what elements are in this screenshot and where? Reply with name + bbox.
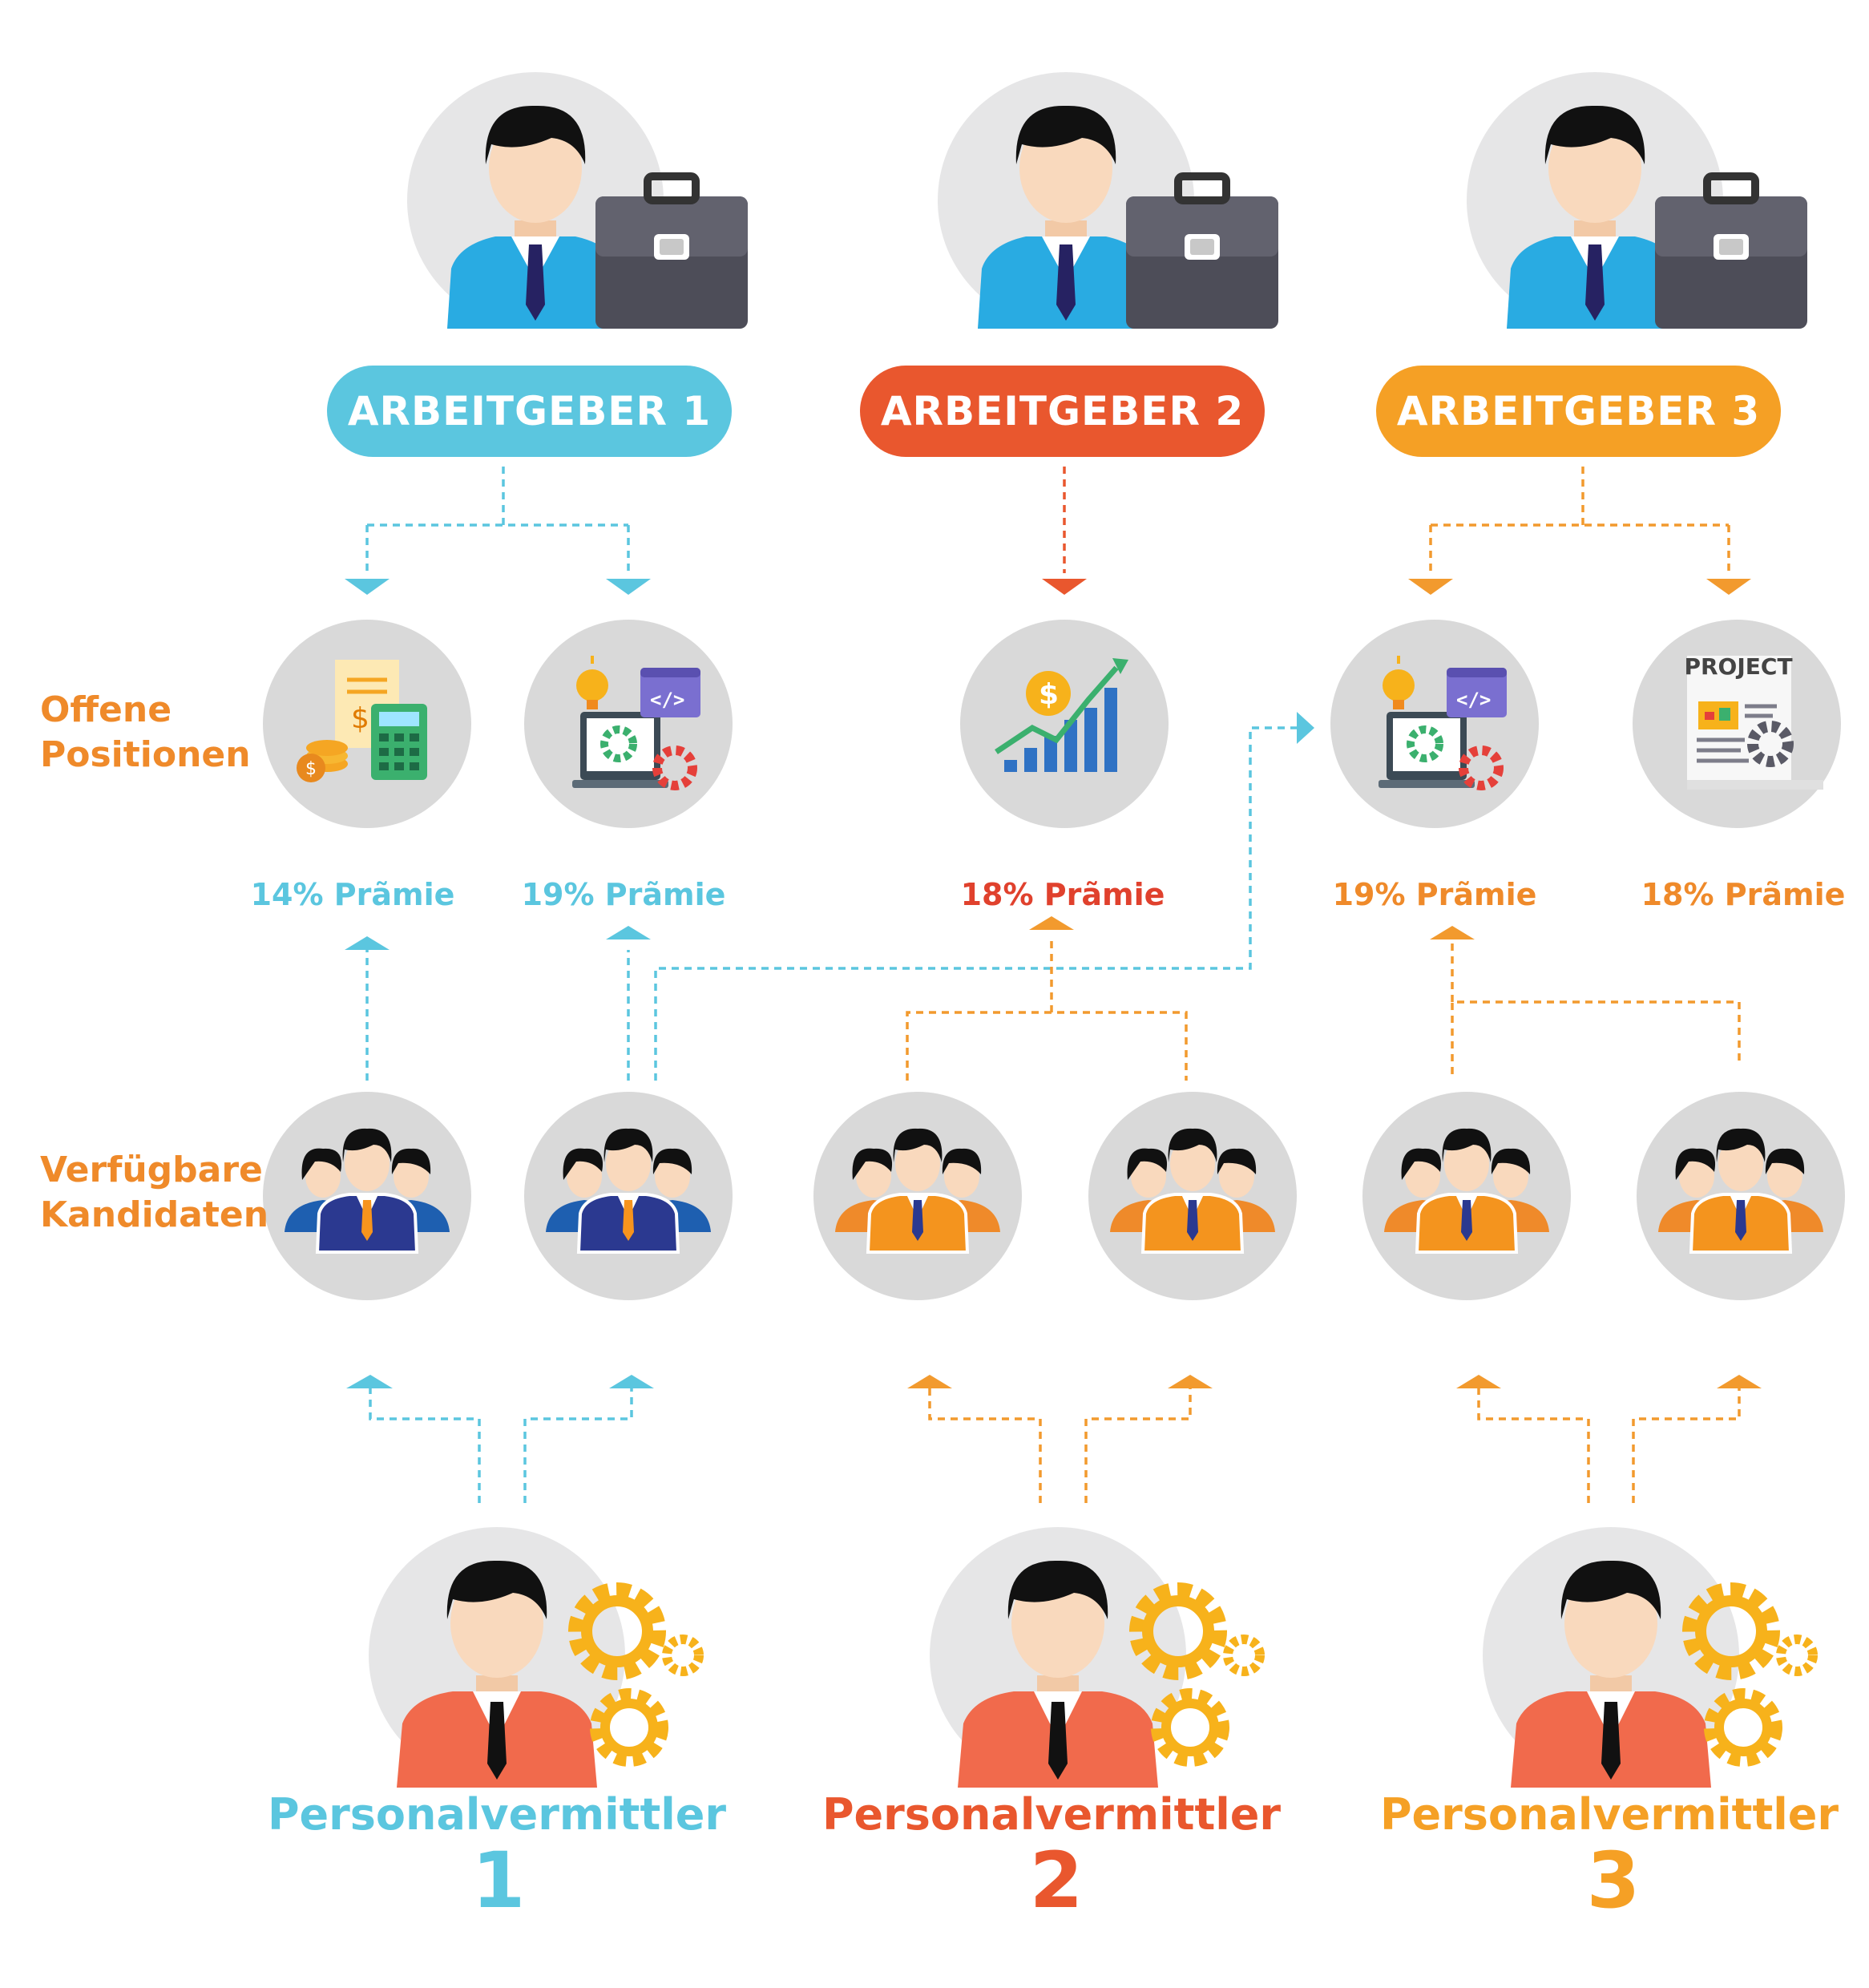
candidate-group-orange-icon xyxy=(1361,1090,1572,1302)
arrowhead xyxy=(606,579,651,595)
recruiter1-name: Personalvermittler xyxy=(267,1789,727,1840)
connector-recruiter2 xyxy=(928,1387,1192,1503)
arrowhead xyxy=(1717,1375,1762,1388)
recruiter3-avatar-icon xyxy=(1483,1527,1813,1788)
position3-bonus: 18% Prãmie xyxy=(960,877,1165,912)
connector-employer1 xyxy=(365,467,630,573)
candidate-group-orange-icon xyxy=(1635,1090,1847,1302)
recruiter2-number: 2 xyxy=(1029,1836,1084,1925)
connector-cand34-pos3 xyxy=(906,938,1188,1081)
recruiter2-name: Personalvermittler xyxy=(821,1789,1282,1840)
available-candidates-label-line1: Verfügbare xyxy=(40,1150,263,1190)
connector-employer3 xyxy=(1429,467,1730,573)
arrowhead xyxy=(1706,579,1751,595)
arrowhead xyxy=(1168,1375,1213,1388)
arrowhead xyxy=(345,936,390,950)
recruiter3-name: Personalvermittler xyxy=(1379,1789,1839,1840)
project-document-icon: PROJECT xyxy=(1633,620,1841,828)
developer-laptop-icon xyxy=(1330,620,1539,828)
employer3-badge: ARBEITGEBER 3 xyxy=(1376,366,1781,457)
growth-chart-icon xyxy=(960,620,1169,828)
arrowhead xyxy=(345,579,390,595)
open-positions-label-line1: Offene xyxy=(40,689,172,730)
employer2-badge: ARBEITGEBER 2 xyxy=(860,366,1265,457)
svg-text:PROJECT: PROJECT xyxy=(1684,653,1792,680)
arrowhead xyxy=(1430,926,1475,939)
arrowhead xyxy=(1456,1375,1501,1388)
open-positions-label: Offene Positionen xyxy=(40,688,251,778)
arrowhead xyxy=(606,926,651,939)
position2-bonus: 19% Prãmie xyxy=(521,877,726,912)
candidate-group-blue-icon xyxy=(523,1090,734,1302)
arrowhead xyxy=(1408,579,1453,595)
arrowhead xyxy=(346,1375,393,1388)
available-candidates-label: Verfügbare Kandidaten xyxy=(40,1148,268,1238)
position1-bonus: 14% Prãmie xyxy=(250,877,455,912)
available-candidates-label-line2: Kandidaten xyxy=(40,1194,269,1235)
arrowhead xyxy=(907,1375,952,1388)
arrowhead xyxy=(1029,916,1074,930)
arrowhead xyxy=(1297,712,1314,744)
recruiter3-number: 3 xyxy=(1586,1836,1641,1925)
connector-cand2-pos4 xyxy=(654,726,1297,1081)
employer3-avatar-icon xyxy=(1467,72,1807,329)
arrowhead xyxy=(609,1375,654,1388)
position4-bonus: 19% Prãmie xyxy=(1332,877,1537,912)
arrowhead xyxy=(1042,579,1087,595)
finance-calculator-icon xyxy=(263,620,471,828)
candidate-group-orange-icon xyxy=(812,1090,1023,1302)
employer2-avatar-icon xyxy=(938,72,1278,329)
position5-bonus: 18% Prãmie xyxy=(1641,877,1846,912)
recruiter1-avatar-icon xyxy=(369,1527,699,1788)
recruiter1-number: 1 xyxy=(471,1836,526,1925)
employer1-badge: ARBEITGEBER 1 xyxy=(327,366,732,457)
candidate-group-orange-icon xyxy=(1087,1090,1298,1302)
candidate-group-blue-icon xyxy=(261,1090,473,1302)
developer-laptop-icon xyxy=(524,620,733,828)
connector-recruiter1 xyxy=(369,1387,633,1503)
employer1-avatar-icon xyxy=(407,72,748,329)
open-positions-label-line2: Positionen xyxy=(40,734,251,775)
connector-recruiter3 xyxy=(1477,1387,1741,1503)
recruiter2-avatar-icon xyxy=(930,1527,1260,1788)
connector-cand56-pos4 xyxy=(1451,938,1741,1074)
